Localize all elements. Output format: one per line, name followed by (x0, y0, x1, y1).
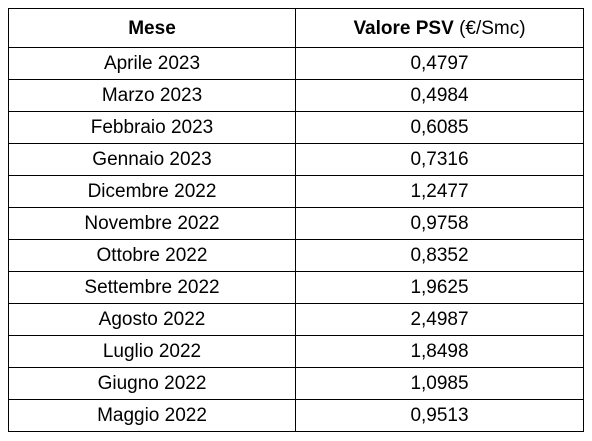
value-cell: 0,4797 (295, 47, 584, 80)
table-row: Ottobre 2022 0,8352 (8, 239, 584, 272)
value-cell: 1,2477 (295, 175, 584, 208)
value-cell: 0,9758 (295, 207, 584, 240)
value-cell: 0,4984 (295, 79, 584, 112)
month-cell: Gennaio 2023 (8, 143, 296, 176)
month-cell: Marzo 2023 (8, 79, 296, 112)
value-cell: 1,8498 (295, 335, 584, 368)
table-body: Aprile 2023 0,4797 Marzo 2023 0,4984 Feb… (8, 47, 584, 432)
month-cell: Giugno 2022 (8, 367, 296, 400)
header-month-label: Mese (128, 17, 176, 39)
month-cell: Luglio 2022 (8, 335, 296, 368)
header-month: Mese (8, 8, 296, 48)
month-cell: Dicembre 2022 (8, 175, 296, 208)
psv-price-table: Mese Valore PSV (€/Smc) Aprile 2023 0,47… (8, 8, 584, 432)
month-cell: Aprile 2023 (8, 47, 296, 80)
month-cell: Novembre 2022 (8, 207, 296, 240)
month-cell: Ottobre 2022 (8, 239, 296, 272)
month-cell: Settembre 2022 (8, 271, 296, 304)
table-row: Febbraio 2023 0,6085 (8, 111, 584, 144)
table-row: Dicembre 2022 1,2477 (8, 175, 584, 208)
table-row: Luglio 2022 1,8498 (8, 335, 584, 368)
table-row: Maggio 2022 0,9513 (8, 399, 584, 432)
table-row: Marzo 2023 0,4984 (8, 79, 584, 112)
header-value-unit: (€/Smc) (459, 17, 526, 39)
header-value: Valore PSV (€/Smc) (295, 8, 584, 48)
value-cell: 1,9625 (295, 271, 584, 304)
table-row: Novembre 2022 0,9758 (8, 207, 584, 240)
table-row: Gennaio 2023 0,7316 (8, 143, 584, 176)
table-header-row: Mese Valore PSV (€/Smc) (8, 8, 584, 48)
value-cell: 0,9513 (295, 399, 584, 432)
value-cell: 0,8352 (295, 239, 584, 272)
table-row: Aprile 2023 0,4797 (8, 47, 584, 80)
table-row: Giugno 2022 1,0985 (8, 367, 584, 400)
value-cell: 2,4987 (295, 303, 584, 336)
header-value-label: Valore PSV (353, 17, 454, 39)
value-cell: 0,7316 (295, 143, 584, 176)
table-row: Settembre 2022 1,9625 (8, 271, 584, 304)
value-cell: 1,0985 (295, 367, 584, 400)
month-cell: Agosto 2022 (8, 303, 296, 336)
value-cell: 0,6085 (295, 111, 584, 144)
month-cell: Febbraio 2023 (8, 111, 296, 144)
month-cell: Maggio 2022 (8, 399, 296, 432)
table-row: Agosto 2022 2,4987 (8, 303, 584, 336)
